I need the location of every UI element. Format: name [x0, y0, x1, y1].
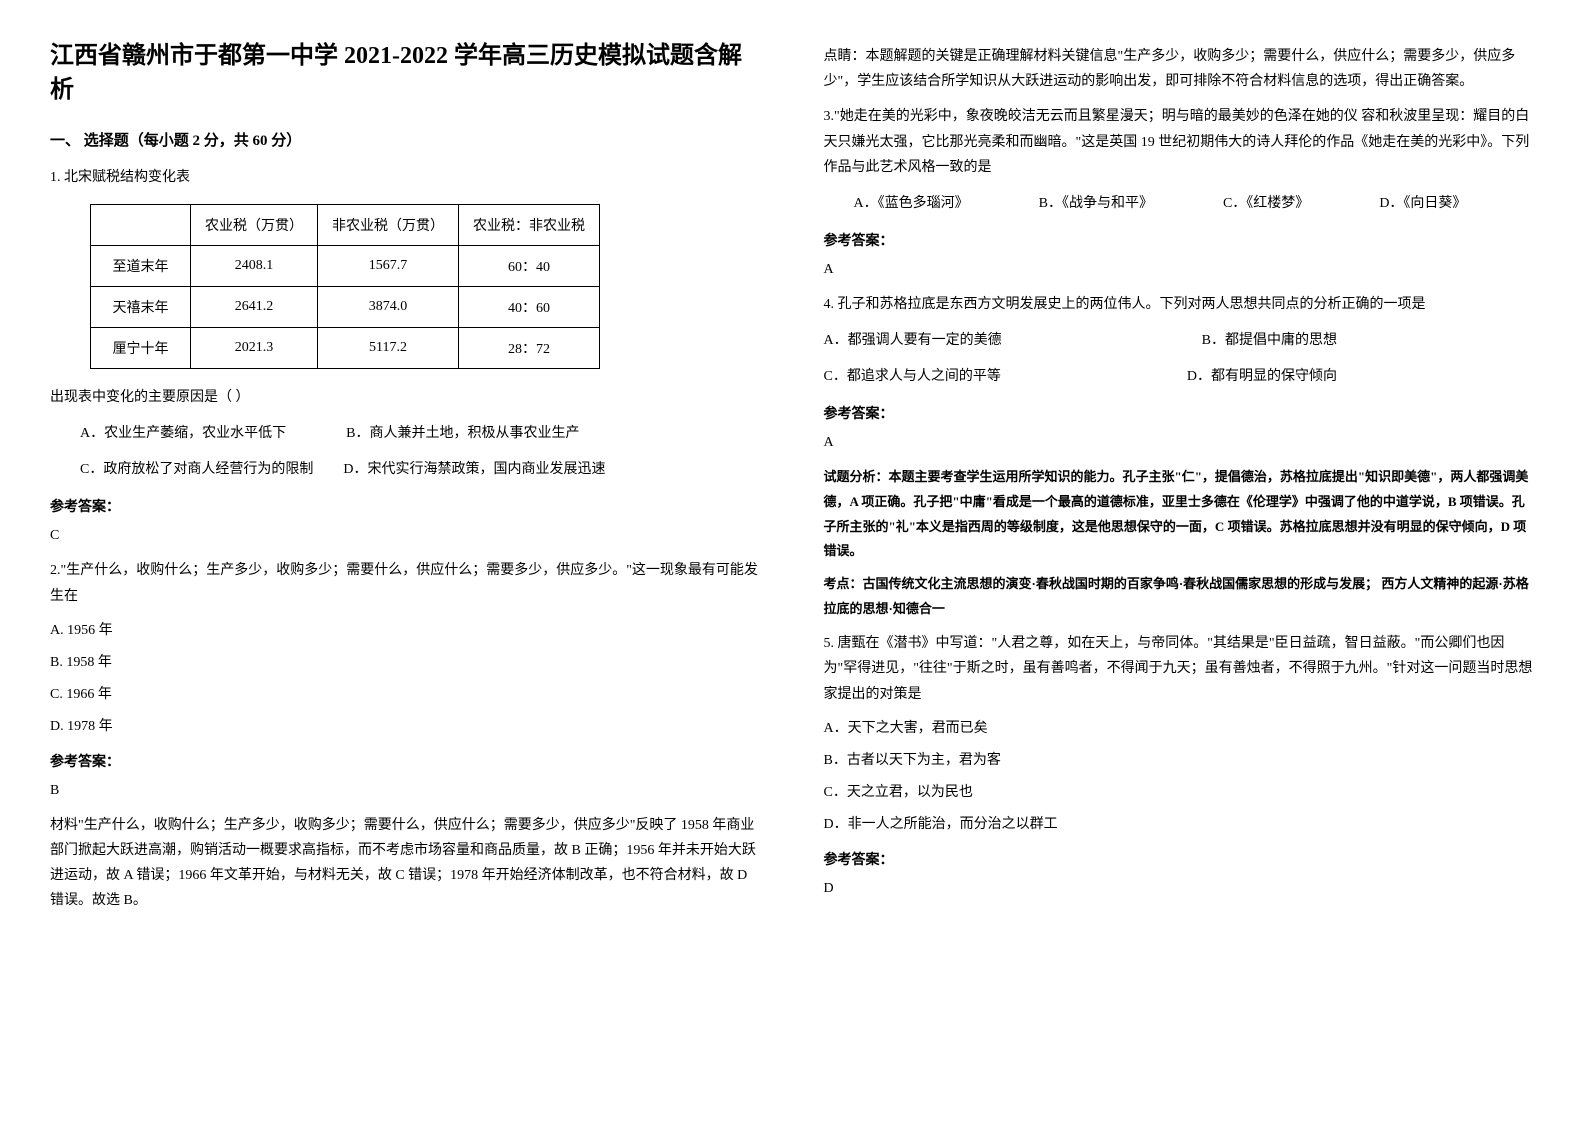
q1-option-c: C．政府放松了对商人经营行为的限制	[80, 458, 313, 478]
q5-option-d: D．非一人之所能治，而分治之以群工	[824, 813, 1538, 833]
q2-stem: 2."生产什么，收购什么；生产多少，收购多少；需要什么，供应什么；需要多少，供应…	[50, 558, 764, 608]
q2-answer-label: 参考答案：	[50, 751, 764, 771]
table-header-row: 农业税（万贯） 非农业税（万贯） 农业税：非农业税	[91, 205, 600, 246]
q4-stem: 4. 孔子和苏格拉底是东西方文明发展史上的两位伟人。下列对两人思想共同点的分析正…	[824, 292, 1538, 317]
right-column: 点睛：本题解题的关键是正确理解材料关键信息"生产多少，收购多少；需要什么，供应什…	[824, 40, 1538, 1082]
table-cell: 5117.2	[318, 328, 459, 369]
table-cell: 28：72	[459, 328, 600, 369]
q2-answer: B	[50, 783, 764, 799]
table-cell: 2021.3	[191, 328, 318, 369]
q4-option-c: C．都追求人与人之间的平等	[824, 365, 1001, 385]
exam-title: 江西省赣州市于都第一中学 2021-2022 学年高三历史模拟试题含解析	[50, 40, 764, 107]
q3-stem: 3."她走在美的光彩中，象夜晚皎洁无云而且繁星漫天；明与暗的最美妙的色泽在她的仪…	[824, 104, 1538, 180]
table-row: 天禧末年 2641.2 3874.0 40：60	[91, 287, 600, 328]
q4-analysis-1: 试题分析：本题主要考查学生运用所学知识的能力。孔子主张"仁"，提倡德治，苏格拉底…	[824, 465, 1538, 564]
q3-option-c: C．《红楼梦》	[1223, 192, 1309, 212]
q4-option-b: B．都提倡中庸的思想	[1202, 329, 1337, 349]
table-cell: 60：40	[459, 246, 600, 287]
q1-stem: 1. 北宋赋税结构变化表	[50, 166, 764, 186]
q3-option-b: B．《战争与和平》	[1039, 192, 1153, 212]
q2-option-b: B. 1958 年	[50, 651, 764, 671]
q2-option-d: D. 1978 年	[50, 715, 764, 735]
q1-answer-label: 参考答案：	[50, 496, 764, 516]
table-cell: 2641.2	[191, 287, 318, 328]
q1-data-table: 农业税（万贯） 非农业税（万贯） 农业税：非农业税 至道末年 2408.1 15…	[90, 204, 600, 369]
left-column: 江西省赣州市于都第一中学 2021-2022 学年高三历史模拟试题含解析 一、 …	[50, 40, 764, 1082]
q4-options-row-1: A．都强调人要有一定的美德 B．都提倡中庸的思想	[824, 329, 1538, 349]
section-1-heading: 一、 选择题（每小题 2 分，共 60 分）	[50, 129, 764, 150]
q3-option-d: D．《向日葵》	[1379, 192, 1466, 212]
q4-analysis-2: 考点：古国传统文化主流思想的演变·春秋战国时期的百家争鸣·春秋战国儒家思想的形成…	[824, 572, 1538, 621]
q5-answer-label: 参考答案：	[824, 849, 1538, 869]
q2-option-a: A. 1956 年	[50, 619, 764, 639]
q3-option-a: A．《蓝色多瑙河》	[854, 192, 969, 212]
q1-prompt: 出现表中变化的主要原因是（ ）	[50, 385, 764, 410]
q4-option-d: D．都有明显的保守倾向	[1187, 365, 1337, 385]
q3-answer: A	[824, 262, 1538, 278]
q3-answer-label: 参考答案：	[824, 230, 1538, 250]
table-cell: 40：60	[459, 287, 600, 328]
table-cell: 非农业税（万贯）	[318, 205, 459, 246]
table-cell: 农业税（万贯）	[191, 205, 318, 246]
table-cell: 3874.0	[318, 287, 459, 328]
q1-options-row-1: A．农业生产萎缩，农业水平低下 B．商人兼并土地，积极从事农业生产	[80, 422, 764, 442]
table-cell: 厘宁十年	[91, 328, 191, 369]
q3-options-row: A．《蓝色多瑙河》 B．《战争与和平》 C．《红楼梦》 D．《向日葵》	[854, 192, 1538, 212]
q1-option-b: B．商人兼并土地，积极从事农业生产	[346, 422, 579, 442]
table-cell: 1567.7	[318, 246, 459, 287]
table-cell: 至道末年	[91, 246, 191, 287]
q5-option-a: A．天下之大害，君而已矣	[824, 717, 1538, 737]
q4-answer: A	[824, 435, 1538, 451]
q4-option-a: A．都强调人要有一定的美德	[824, 329, 1002, 349]
q2-option-c: C. 1966 年	[50, 683, 764, 703]
q4-options-row-2: C．都追求人与人之间的平等 D．都有明显的保守倾向	[824, 365, 1538, 385]
table-row: 至道末年 2408.1 1567.7 60：40	[91, 246, 600, 287]
q5-option-c: C．天之立君，以为民也	[824, 781, 1538, 801]
table-cell: 天禧末年	[91, 287, 191, 328]
q1-option-a: A．农业生产萎缩，农业水平低下	[80, 422, 286, 442]
table-cell: 农业税：非农业税	[459, 205, 600, 246]
q5-stem: 5. 唐甄在《潜书》中写道："人君之尊，如在天上，与帝同体。"其结果是"臣日益疏…	[824, 631, 1538, 707]
q2-explanation: 材料"生产什么，收购什么；生产多少，收购多少；需要什么，供应什么；需要多少，供应…	[50, 813, 764, 914]
q1-options-row-2: C．政府放松了对商人经营行为的限制 D．宋代实行海禁政策，国内商业发展迅速	[80, 458, 764, 478]
q1-answer: C	[50, 528, 764, 544]
table-cell	[91, 205, 191, 246]
table-cell: 2408.1	[191, 246, 318, 287]
q5-answer: D	[824, 881, 1538, 897]
q2-tip: 点睛：本题解题的关键是正确理解材料关键信息"生产多少，收购多少；需要什么，供应什…	[824, 44, 1538, 94]
q4-answer-label: 参考答案：	[824, 403, 1538, 423]
table-row: 厘宁十年 2021.3 5117.2 28：72	[91, 328, 600, 369]
q1-option-d: D．宋代实行海禁政策，国内商业发展迅速	[343, 458, 605, 478]
q5-option-b: B．古者以天下为主，君为客	[824, 749, 1538, 769]
